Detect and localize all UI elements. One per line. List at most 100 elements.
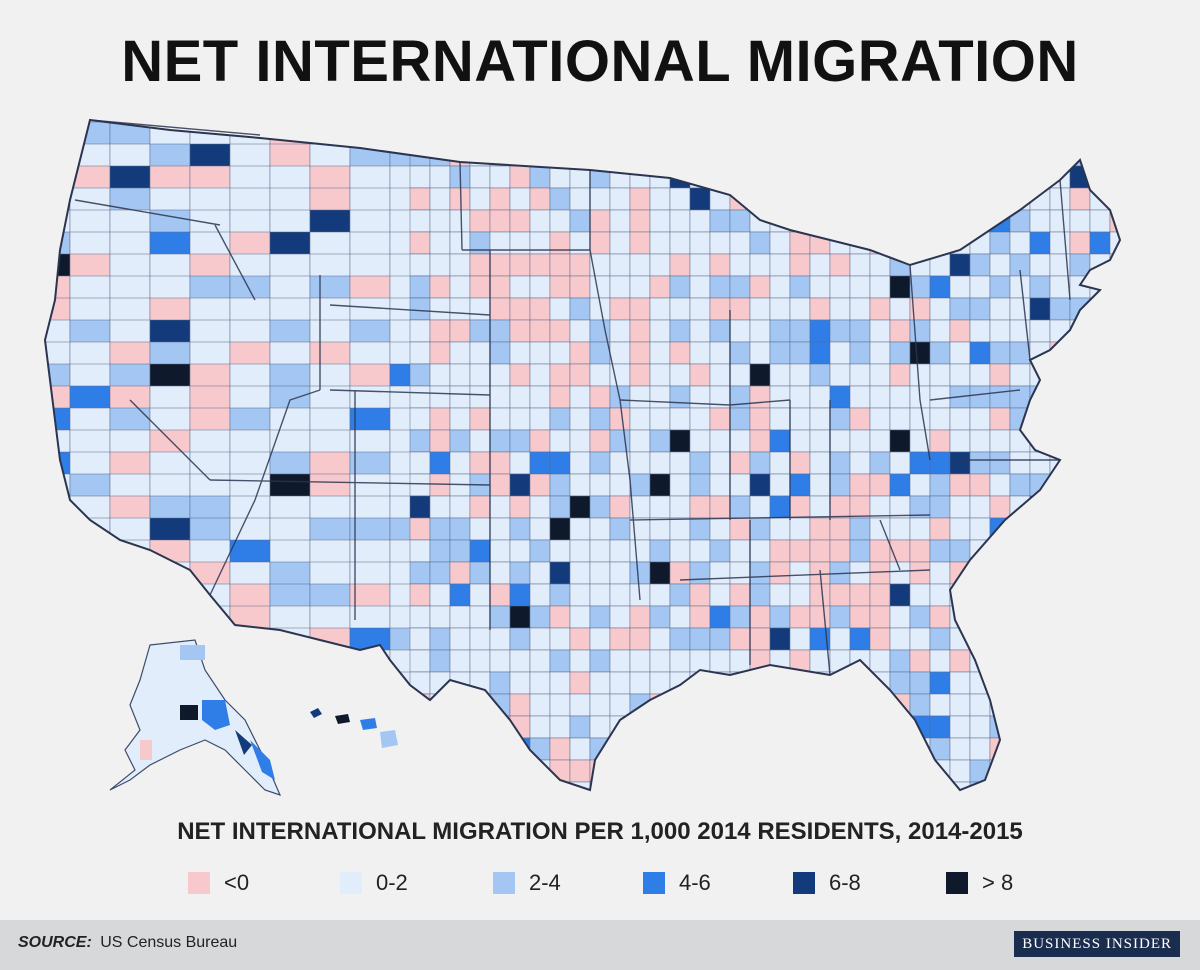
county-cell bbox=[109, 561, 151, 607]
county-cell bbox=[849, 297, 871, 321]
county-cell bbox=[889, 143, 911, 167]
county-cell bbox=[1150, 364, 1170, 386]
county-cell bbox=[769, 121, 791, 145]
county-cell bbox=[1009, 715, 1031, 739]
county-cell bbox=[669, 781, 691, 790]
county-cell bbox=[849, 737, 871, 761]
county-cell bbox=[1089, 121, 1111, 145]
county-cell bbox=[749, 473, 771, 497]
county-cell bbox=[350, 804, 390, 805]
county-cell bbox=[789, 693, 811, 717]
county-cell bbox=[1150, 320, 1170, 342]
county-cell bbox=[549, 561, 571, 585]
county-cell bbox=[709, 517, 731, 541]
county-cell bbox=[470, 804, 490, 805]
county-cell bbox=[489, 737, 511, 761]
county-cell bbox=[769, 363, 791, 387]
county-cell bbox=[849, 253, 871, 277]
county-cell bbox=[749, 671, 771, 695]
county-cell bbox=[849, 517, 871, 541]
county-cell bbox=[469, 561, 491, 585]
county-cell bbox=[869, 121, 891, 145]
county-cell bbox=[829, 693, 851, 717]
county-cell bbox=[1130, 166, 1150, 188]
county-cell bbox=[409, 209, 431, 233]
county-cell bbox=[889, 627, 911, 651]
legend-item-6-8: 6-8 bbox=[793, 868, 861, 898]
county-cell bbox=[749, 693, 771, 717]
county-cell bbox=[489, 693, 511, 717]
us-county-map bbox=[30, 100, 1180, 805]
county-cell bbox=[45, 583, 71, 629]
county-cell bbox=[569, 495, 591, 519]
county-cell bbox=[729, 649, 751, 673]
county-cell bbox=[749, 605, 771, 629]
county-cell bbox=[549, 143, 571, 167]
county-cell bbox=[629, 605, 651, 629]
county-cell bbox=[809, 429, 831, 453]
county-cell bbox=[849, 120, 871, 123]
county-cell bbox=[789, 253, 811, 277]
county-cell bbox=[469, 671, 491, 695]
county-cell bbox=[1109, 429, 1120, 453]
county-cell bbox=[469, 759, 491, 783]
county-cell bbox=[949, 187, 971, 211]
county-cell bbox=[429, 429, 451, 453]
county-cell bbox=[429, 143, 451, 167]
county-cell bbox=[509, 165, 531, 189]
county-cell bbox=[889, 781, 911, 790]
county-cell bbox=[949, 429, 971, 453]
county-cell bbox=[869, 539, 891, 563]
legend-label: 4-6 bbox=[679, 870, 711, 895]
county-cell bbox=[1109, 561, 1120, 585]
county-cell bbox=[689, 120, 711, 123]
county-cell bbox=[390, 804, 430, 805]
county-cell bbox=[729, 495, 751, 519]
county-cell bbox=[849, 407, 871, 431]
county-cell bbox=[1089, 539, 1111, 563]
county-cell bbox=[729, 319, 751, 343]
county-cell bbox=[929, 715, 951, 739]
county-cell bbox=[609, 517, 631, 541]
county-cell bbox=[769, 539, 791, 563]
county-cell bbox=[1130, 760, 1150, 782]
county-cell bbox=[45, 120, 71, 145]
county-cell bbox=[1010, 804, 1030, 805]
county-cell bbox=[809, 187, 831, 211]
county-cell bbox=[709, 341, 731, 365]
county-cell bbox=[349, 671, 391, 717]
county-cell bbox=[269, 759, 311, 790]
county-cell bbox=[509, 583, 531, 607]
county-cell bbox=[549, 275, 571, 299]
county-cell bbox=[30, 804, 70, 805]
county-cell bbox=[409, 120, 431, 123]
county-cell bbox=[569, 473, 591, 497]
county-cell bbox=[609, 165, 631, 189]
county-cell bbox=[949, 759, 971, 783]
county-cell bbox=[969, 517, 991, 541]
county-cell bbox=[569, 407, 591, 431]
county-cell bbox=[489, 583, 511, 607]
county-cell bbox=[789, 165, 811, 189]
county-cell bbox=[449, 737, 471, 761]
county-cell bbox=[569, 120, 591, 123]
county-cell bbox=[710, 804, 730, 805]
county-cell bbox=[469, 275, 491, 299]
county-cell bbox=[669, 363, 691, 387]
county-cell bbox=[789, 517, 811, 541]
county-cell bbox=[989, 671, 1011, 695]
county-cell bbox=[690, 804, 710, 805]
county-cell bbox=[429, 187, 451, 211]
county-cell bbox=[789, 781, 811, 790]
county-cell bbox=[1150, 144, 1170, 166]
county-cell bbox=[729, 693, 751, 717]
county-cell bbox=[989, 121, 1011, 145]
county-cell bbox=[489, 715, 511, 739]
county-cell bbox=[529, 297, 551, 321]
county-cell bbox=[689, 781, 711, 790]
county-cell bbox=[970, 804, 990, 805]
county-cell bbox=[1109, 275, 1120, 299]
county-cell bbox=[929, 649, 951, 673]
county-cell bbox=[1109, 341, 1120, 365]
county-cell bbox=[969, 319, 991, 343]
